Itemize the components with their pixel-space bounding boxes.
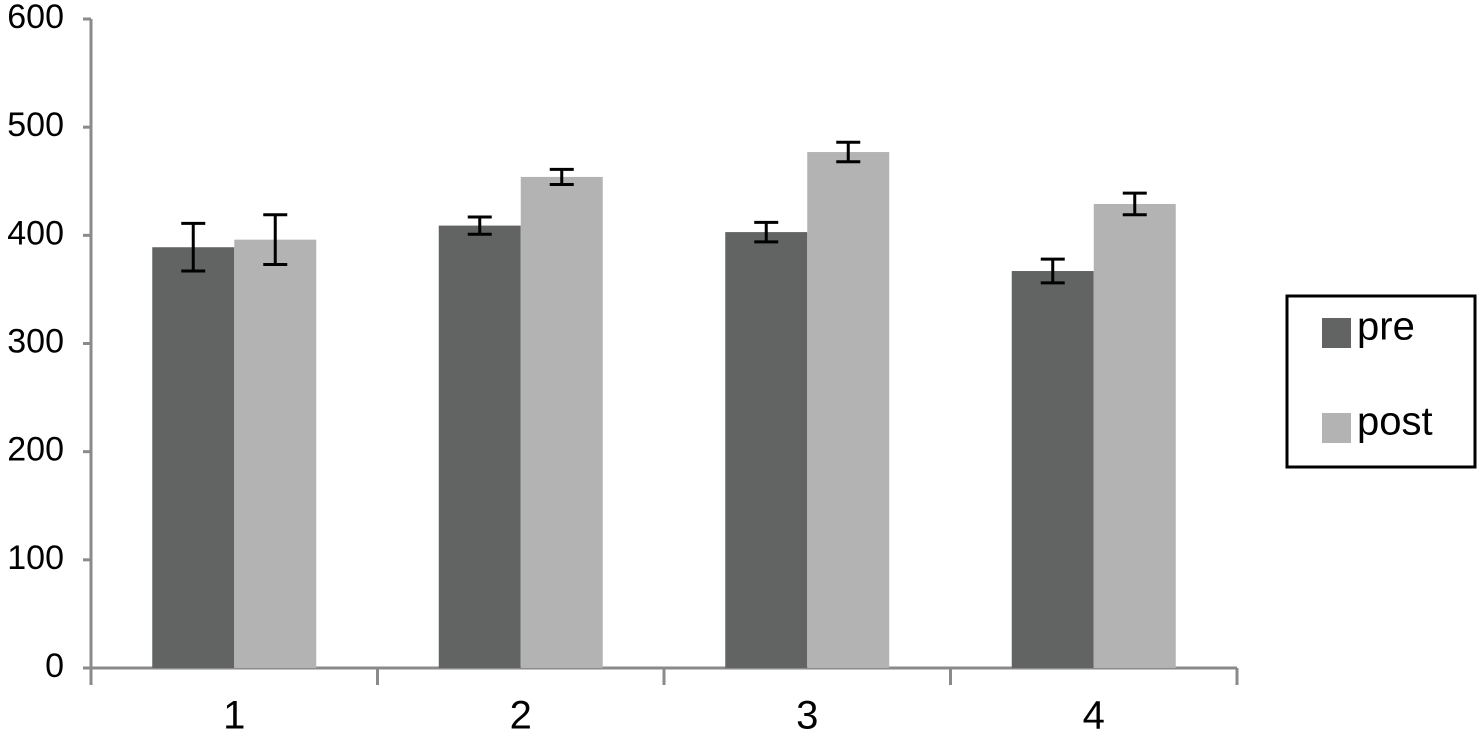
x-tick-label: 4 — [1083, 694, 1105, 738]
error-bar — [754, 220, 779, 244]
x-tick-label: 2 — [510, 694, 532, 738]
error-bar — [549, 167, 574, 186]
y-tick-label: 300 — [7, 322, 64, 360]
error-bar — [263, 213, 288, 267]
bar — [807, 152, 890, 669]
error-bar — [467, 215, 492, 236]
y-tick-label: 500 — [7, 106, 64, 144]
y-tick-label: 100 — [7, 539, 64, 577]
bar — [152, 247, 235, 668]
y-tick-label: 600 — [7, 0, 64, 36]
x-tick-label: 1 — [223, 694, 245, 738]
x-tick-label: 3 — [796, 694, 818, 738]
bar — [725, 232, 808, 669]
bar — [1011, 271, 1094, 668]
legend-swatch — [1322, 413, 1351, 443]
legend-label: post — [1357, 400, 1433, 444]
error-bar — [836, 140, 861, 164]
bar — [234, 239, 317, 668]
bar — [1093, 203, 1176, 668]
error-bar — [1040, 257, 1065, 285]
y-tick-label: 200 — [7, 431, 64, 469]
legend-box — [1285, 294, 1477, 469]
error-bar — [181, 221, 206, 273]
y-tick-label: 400 — [7, 214, 64, 252]
legend-label: pre — [1357, 305, 1415, 349]
bar — [438, 225, 521, 668]
error-bar — [1122, 191, 1147, 217]
bar — [520, 176, 603, 668]
legend-swatch — [1322, 318, 1351, 348]
y-tick-label: 0 — [45, 647, 64, 685]
